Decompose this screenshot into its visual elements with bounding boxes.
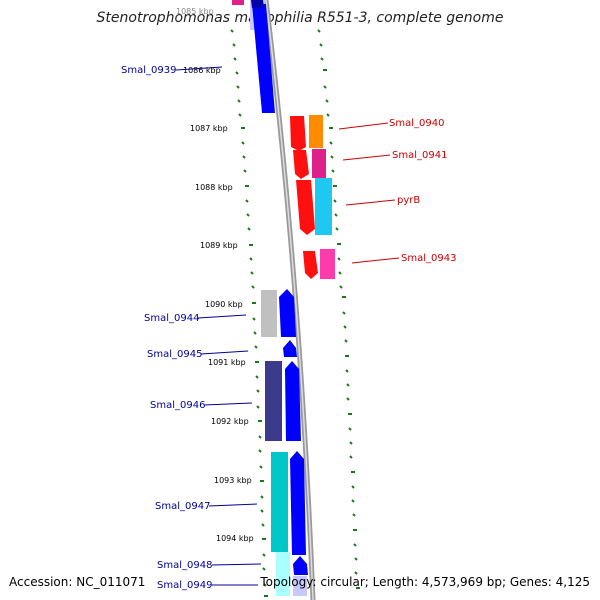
gene-label-smal-0949[interactable]: Smal_0949 [157,580,212,591]
label-leader-lines [175,66,400,586]
gene-label-smal-0947[interactable]: Smal_0947 [155,501,210,512]
plus-strand-features [290,115,335,279]
gene-smal-0941-gene[interactable] [312,149,326,178]
gene-label-smal-0944[interactable]: Smal_0944 [144,313,199,324]
gene-smal-0943-cds[interactable] [303,251,318,279]
gene-label-pyrb[interactable]: pyrB [397,195,420,206]
minus-strand-features [261,289,308,596]
gene-smal-0947-cds[interactable] [290,451,306,555]
gene-smal-0947-gene-light [276,552,290,596]
tick-label-1094: 1094 kbp [216,534,254,543]
tick-label-1089: 1089 kbp [200,241,238,250]
tick-label-1091: 1091 kbp [208,358,246,367]
tick-label-1092: 1092 kbp [211,417,249,426]
gene-label-smal-0946[interactable]: Smal_0946 [150,400,205,411]
tick-label-1088: 1088 kbp [195,183,233,192]
gene-smal-0946-cds[interactable] [285,361,301,441]
gene-label-smal-0948[interactable]: Smal_0948 [157,560,212,571]
gene-smal-0944-cds[interactable] [279,289,296,337]
right-tick-track [317,29,360,589]
gene-smal-0943-gene[interactable] [320,249,335,279]
backbone-highlight [265,0,314,600]
tick-label-1090: 1090 kbp [205,300,243,309]
tick-label-1085: 1085 kbp [176,7,214,16]
gene-label-smal-0941[interactable]: Smal_0941 [392,150,447,161]
gene-smal-0947-gene[interactable] [271,452,288,552]
gene-smal-0940-cds[interactable] [290,116,306,151]
gene-smal-0939-gene[interactable] [251,0,264,8]
gene-label-smal-0939[interactable]: Smal_0939 [121,65,176,76]
accession-text: Accession: NC_011071 [9,575,146,589]
tick-label-1087: 1087 kbp [190,124,228,133]
gene-labels: Smal_0939 Smal_0940 Smal_0941 pyrB Smal_… [121,65,456,591]
map-title: Stenotrophomonas maltophilia R551-3, com… [96,10,504,26]
gene-smal-0948-cds[interactable] [293,556,308,575]
gene-label-smal-0945[interactable]: Smal_0945 [147,349,202,360]
gene-label-smal-0940[interactable]: Smal_0940 [389,118,444,129]
gene-label-smal-0943[interactable]: Smal_0943 [401,253,456,264]
tick-label-1086: 1086 kbp [183,66,221,75]
gene-smal-0944-gene[interactable] [261,290,277,337]
gene-smal-0940-gene[interactable] [309,115,323,148]
gene-smal-0946-gene[interactable] [265,361,282,441]
gene-smal-0945-cds[interactable] [283,340,297,357]
left-tick-track [230,29,268,597]
gene-pyrb-cds[interactable] [296,180,315,235]
gene-pyrb-gene[interactable] [315,178,332,235]
scale-labels: 1085 kbp 1086 kbp 1087 kbp 1088 kbp 1089… [176,7,254,543]
feature-top-pink[interactable] [232,0,244,5]
genome-summary-text: Topology: circular; Length: 4,573,969 bp… [260,575,590,589]
gene-smal-0939-cds[interactable] [252,4,275,113]
tick-label-1093: 1093 kbp [214,476,252,485]
gene-smal-0941-cds[interactable] [293,150,309,179]
gene-smal-0949-gene[interactable] [293,576,307,596]
